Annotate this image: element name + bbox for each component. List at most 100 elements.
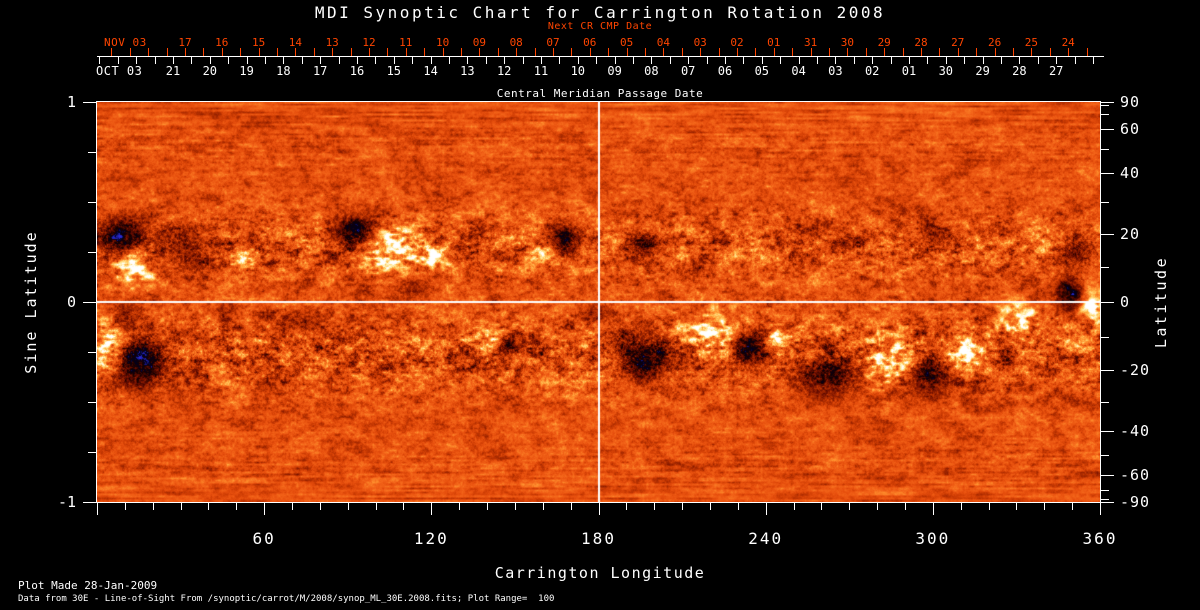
lon-minor-tick (515, 503, 516, 510)
cmp-day-label: 28 (1012, 64, 1027, 78)
lon-tick (264, 503, 265, 515)
cmp-date-axis-label: Central Meridian Passage Date (496, 87, 704, 100)
sine-lat-tick (83, 502, 96, 503)
lon-minor-tick (153, 503, 154, 510)
cmp-tick (817, 57, 818, 64)
next-cr-tick (277, 48, 278, 56)
cmp-day-label: 18 (276, 64, 291, 78)
next-cr-day-label: 15 (251, 36, 266, 49)
next-cr-tick (479, 48, 480, 56)
sine-lat-tick-label: -1 (57, 493, 76, 511)
cmp-day-label: 06 (717, 64, 733, 78)
cmp-day-label: 07 (680, 64, 696, 78)
cmp-tick (854, 57, 855, 64)
cmp-day-label: 04 (791, 64, 806, 78)
lon-tick (1100, 503, 1101, 515)
lon-tick-label: 360 (1082, 529, 1118, 548)
next-cr-tick (332, 48, 333, 56)
lon-minor-tick (794, 503, 795, 510)
cmp-tick (1038, 57, 1039, 64)
lon-minor-tick (181, 503, 182, 510)
next-cr-tick (553, 48, 554, 56)
cmp-tick (247, 57, 248, 64)
lat-tick-label: 90 (1120, 93, 1141, 111)
sine-lat-tick-label: 0 (66, 293, 76, 311)
next-cr-day-label: 06 (583, 36, 597, 49)
cmp-day-label: 01 (901, 64, 917, 78)
x-axis-title: Carrington Longitude (494, 564, 706, 582)
cmp-day-label: 10 (570, 64, 586, 78)
next-cr-tick (700, 48, 701, 56)
cmp-day-label: 13 (460, 64, 475, 78)
lon-minor-tick (487, 503, 488, 510)
cmp-tick (191, 57, 192, 64)
lat-tick (1101, 431, 1114, 432)
next-cr-tick (295, 48, 296, 56)
lat-tick-label: -60 (1120, 466, 1151, 485)
next-cr-tick (111, 48, 112, 56)
next-cr-day-label: 08 (509, 36, 523, 49)
lon-minor-tick (403, 503, 404, 510)
cmp-tick (799, 57, 800, 64)
lon-minor-tick (348, 503, 349, 510)
next-cr-tick (590, 48, 591, 56)
cmp-tick (523, 57, 524, 64)
lon-minor-tick (682, 503, 683, 510)
chart-title: MDI Synoptic Chart for Carrington Rotati… (314, 3, 886, 22)
next-cr-tick (1031, 48, 1032, 56)
lat-tick (1101, 129, 1114, 130)
lat-minor-tick (1101, 402, 1109, 403)
cmp-tick (1056, 57, 1057, 64)
lon-minor-tick (208, 503, 209, 510)
lon-minor-tick (821, 503, 822, 510)
next-cr-tick (535, 48, 536, 56)
cmp-tick (651, 57, 652, 64)
cmp-tick (265, 57, 266, 64)
cmp-tick (743, 57, 744, 64)
cmp-tick (670, 57, 671, 64)
lat-tick-label: 0 (1120, 293, 1131, 311)
cmp-tick (118, 57, 119, 64)
next-cr-day-label: 31 (803, 36, 818, 49)
cmp-tick (983, 57, 984, 64)
magnetogram-canvas (97, 102, 1100, 502)
cmp-day-label: 27 (1048, 64, 1064, 78)
lon-tick-label: 240 (748, 529, 784, 548)
lon-minor-tick (961, 503, 962, 510)
footer-plot-made: Plot Made 28-Jan-2009 (18, 579, 158, 592)
next-cr-tick (645, 48, 646, 56)
cmp-tick (964, 57, 965, 64)
next-cr-tick (148, 48, 149, 56)
lon-tick (97, 503, 98, 515)
cmp-tick (302, 57, 303, 64)
cmp-tick (707, 57, 708, 64)
cmp-tick (375, 57, 376, 64)
lat-tick (1101, 173, 1114, 174)
lon-tick-label: 180 (581, 529, 616, 548)
lat-tick (1101, 502, 1114, 503)
next-cr-tick (995, 48, 996, 56)
next-cr-tick (1013, 48, 1014, 56)
cmp-day-label: 17 (312, 64, 328, 78)
cmp-day-label: 09 (607, 64, 622, 78)
cmp-day-label: 16 (349, 64, 365, 78)
next-cr-day-label: 29 (877, 36, 891, 49)
cmp-tick (725, 57, 726, 64)
cmp-tick (762, 57, 763, 64)
cmp-tick (688, 57, 689, 64)
lat-tick (1101, 302, 1114, 303)
next-cr-day-label: 09 (472, 36, 487, 49)
cmp-tick (891, 57, 892, 64)
cmp-day-label: 20 (202, 64, 218, 78)
cmp-day-label: 19 (239, 64, 254, 78)
lat-minor-tick (1101, 267, 1109, 268)
cmp-day-label: 30 (938, 64, 954, 78)
next-cr-tick (443, 48, 444, 56)
next-cr-tick (774, 48, 775, 56)
lat-minor-tick (1101, 455, 1109, 456)
next-cr-tick (167, 48, 168, 56)
next-cr-tick (1050, 48, 1051, 56)
sine-lat-minor-tick (88, 152, 96, 153)
cmp-tick (394, 57, 395, 64)
sine-lat-tick (83, 102, 96, 103)
